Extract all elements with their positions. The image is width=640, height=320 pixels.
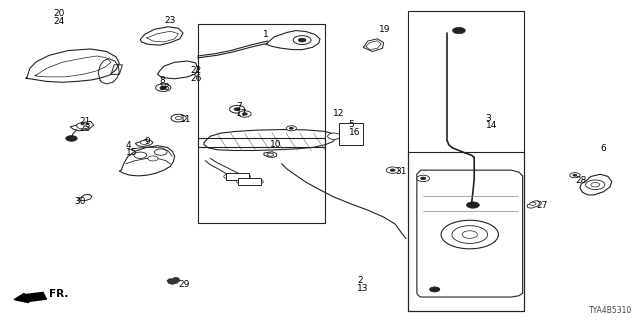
Text: 1: 1 [262, 30, 268, 39]
Text: 26: 26 [190, 74, 202, 83]
Circle shape [441, 220, 499, 249]
Text: 23: 23 [164, 16, 176, 25]
Circle shape [239, 111, 251, 117]
Circle shape [289, 127, 293, 129]
Circle shape [134, 152, 147, 158]
Circle shape [530, 202, 536, 205]
Circle shape [230, 105, 245, 113]
Circle shape [160, 86, 166, 89]
Text: 14: 14 [486, 121, 497, 130]
Text: 19: 19 [379, 25, 390, 35]
Circle shape [237, 179, 246, 184]
Text: 24: 24 [54, 17, 65, 26]
Text: TYA4B5310: TYA4B5310 [589, 306, 632, 315]
Text: 17: 17 [236, 109, 248, 118]
Text: 27: 27 [537, 202, 548, 211]
Text: 25: 25 [79, 124, 90, 133]
Text: 4: 4 [125, 140, 131, 149]
Text: 22: 22 [190, 66, 201, 75]
Text: 7: 7 [236, 101, 242, 111]
FancyArrow shape [14, 292, 47, 303]
Circle shape [286, 126, 296, 131]
Circle shape [243, 113, 247, 115]
Text: 29: 29 [179, 280, 190, 289]
Circle shape [254, 179, 263, 184]
Circle shape [140, 141, 148, 144]
Text: 11: 11 [180, 115, 191, 124]
Bar [408, 152, 524, 311]
Circle shape [66, 136, 77, 141]
Text: 20: 20 [54, 9, 65, 18]
Circle shape [242, 174, 250, 179]
Circle shape [462, 231, 477, 238]
Text: 13: 13 [357, 284, 369, 293]
Text: 2: 2 [357, 276, 363, 285]
Circle shape [234, 108, 241, 111]
Circle shape [387, 167, 399, 173]
Circle shape [298, 38, 306, 42]
Text: FR.: FR. [49, 289, 68, 299]
Circle shape [156, 84, 171, 92]
Circle shape [328, 133, 340, 140]
Text: 28: 28 [575, 176, 586, 185]
Circle shape [390, 169, 395, 172]
Text: 9: 9 [144, 137, 150, 146]
Bar [198, 138, 325, 223]
Text: 3: 3 [486, 114, 492, 123]
Bar [198, 24, 325, 147]
Circle shape [175, 116, 182, 120]
Text: 31: 31 [395, 167, 406, 176]
Circle shape [224, 174, 233, 179]
Text: 6: 6 [600, 144, 606, 153]
Bar [339, 123, 364, 145]
Text: 8: 8 [159, 76, 165, 84]
Bar [408, 11, 524, 311]
Text: 30: 30 [75, 197, 86, 206]
Circle shape [429, 287, 440, 292]
Circle shape [171, 114, 186, 122]
Circle shape [417, 175, 429, 181]
Bar [226, 173, 248, 180]
Circle shape [570, 173, 580, 178]
Circle shape [154, 149, 167, 155]
Circle shape [420, 177, 426, 180]
Text: 21: 21 [79, 117, 90, 126]
Circle shape [293, 36, 311, 44]
Circle shape [77, 123, 90, 129]
Text: 18: 18 [159, 83, 171, 92]
Text: 12: 12 [333, 108, 344, 117]
Circle shape [267, 153, 273, 156]
Bar [239, 178, 261, 185]
Circle shape [573, 174, 577, 176]
Text: 15: 15 [125, 148, 137, 157]
Circle shape [452, 28, 465, 34]
Circle shape [586, 180, 605, 189]
Circle shape [452, 226, 488, 244]
Circle shape [591, 182, 600, 187]
Text: 10: 10 [270, 140, 282, 149]
Text: 16: 16 [349, 128, 360, 137]
Polygon shape [167, 277, 180, 284]
Circle shape [467, 202, 479, 208]
Text: 5: 5 [349, 120, 355, 129]
Circle shape [148, 156, 158, 161]
